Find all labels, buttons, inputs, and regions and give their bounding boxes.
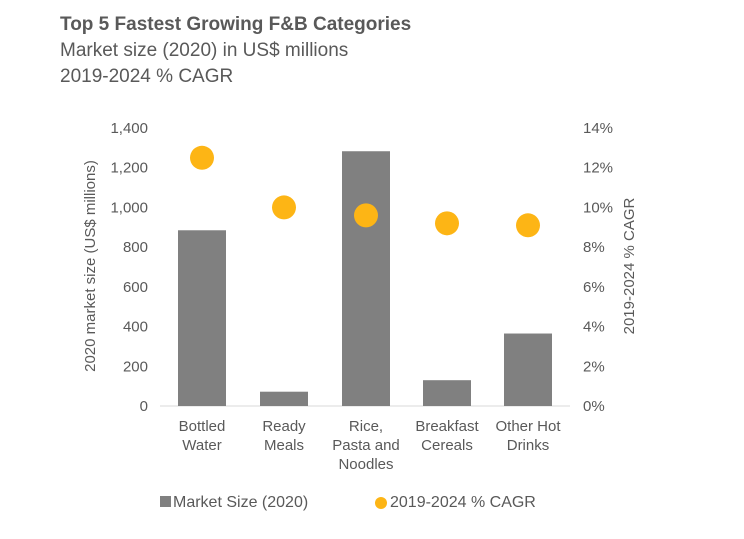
subtitle-line-market-size: Market size (2020) in US$ millions xyxy=(60,40,349,61)
left-axis-ticks: 0 200 400 600 800 1,000 1,200 1,400 xyxy=(110,120,148,415)
category-label: Bottled Water xyxy=(179,418,226,454)
right-tick-label: 0% xyxy=(583,398,605,415)
right-tick-label: 14% xyxy=(583,120,613,137)
left-tick-label: 1,000 xyxy=(110,199,148,216)
cagr-point xyxy=(516,213,540,238)
chart-subtitle: Market size (2020) in US$ millions 2019-… xyxy=(60,38,348,90)
right-tick-label: 2% xyxy=(583,358,605,375)
category-label: Breakfast Cereals xyxy=(415,418,479,454)
bar-series xyxy=(178,151,552,406)
category-label: Other Hot Drinks xyxy=(495,418,561,454)
legend-label-market-size: Market Size (2020) xyxy=(173,494,308,511)
bar xyxy=(342,151,390,406)
cagr-point xyxy=(354,203,378,228)
right-tick-label: 6% xyxy=(583,279,605,296)
cagr-series xyxy=(190,145,540,238)
legend-swatch-cagr xyxy=(375,497,387,509)
left-axis-label: 2020 market size (US$ millions) xyxy=(82,160,99,372)
left-tick-label: 600 xyxy=(123,279,148,296)
category-label: Ready Meals xyxy=(262,418,306,454)
cagr-point xyxy=(435,211,459,236)
chart-title: Top 5 Fastest Growing F&B Categories xyxy=(60,14,412,35)
left-tick-label: 1,200 xyxy=(110,160,148,177)
cagr-point xyxy=(190,145,214,170)
legend: Market Size (2020) 2019-2024 % CAGR xyxy=(160,494,536,511)
bar xyxy=(504,333,552,406)
bar xyxy=(423,380,471,406)
left-tick-label: 200 xyxy=(123,358,148,375)
category-label: Rice, Pasta and Noodles xyxy=(332,418,400,473)
left-tick-label: 400 xyxy=(123,319,148,336)
subtitle-line-cagr: 2019-2024 % CAGR xyxy=(60,66,234,87)
left-tick-label: 0 xyxy=(140,398,148,415)
right-tick-label: 4% xyxy=(583,319,605,336)
bar xyxy=(260,391,308,406)
right-tick-label: 8% xyxy=(583,239,605,256)
left-tick-label: 1,400 xyxy=(110,120,148,137)
cagr-point xyxy=(272,195,296,220)
legend-label-cagr: 2019-2024 % CAGR xyxy=(390,494,536,511)
right-axis-ticks: 0% 2% 4% 6% 8% 10% 12% 14% xyxy=(583,120,613,415)
right-axis-label: 2019-2024 % CAGR xyxy=(621,197,638,334)
left-tick-label: 800 xyxy=(123,239,148,256)
right-tick-label: 12% xyxy=(583,160,613,177)
right-tick-label: 10% xyxy=(583,199,613,216)
bar xyxy=(178,230,226,406)
category-labels: Bottled Water Ready Meals Rice, Pasta and Nood… xyxy=(179,418,562,473)
legend-swatch-market-size xyxy=(160,496,171,507)
